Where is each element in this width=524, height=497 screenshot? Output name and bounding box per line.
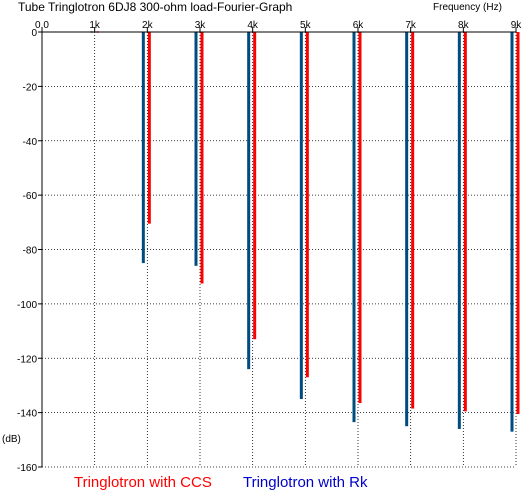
x-tick-label: 6k (353, 20, 365, 31)
bar-ccs (358, 32, 362, 404)
x-axis-label: Frequency (Hz) (433, 2, 502, 13)
y-tick-labels: 0 -20 -40 -60 -80 -100 -120 -140 -160 (17, 28, 37, 474)
chart-title: Tube Tringlotron 6DJ8 300-ohm load-Fouri… (18, 0, 293, 14)
y-tick-label: -160 (17, 463, 37, 474)
x-tick-label: 2k (142, 20, 154, 31)
bar-rk (141, 32, 145, 264)
x-tick-label: 5k (300, 20, 312, 31)
bar-ccs (463, 32, 467, 412)
x-tick-label: 4k (247, 20, 259, 31)
y-tick-label: -140 (17, 409, 37, 420)
y-tick-label: -80 (23, 246, 38, 257)
bar-rk (352, 32, 356, 423)
bar-rk (247, 32, 251, 370)
x-tick-labels: 0.0 1k 2k 3k 4k 5k 6k 7k 8k 9k (35, 20, 522, 31)
grid-lines (41, 31, 517, 468)
y-tick-label: -60 (23, 191, 38, 202)
x-tick-label: 8k (458, 20, 470, 31)
bars-group (90, 31, 520, 432)
y-tick-label: -20 (23, 82, 38, 93)
bar-rk (510, 32, 514, 432)
bar-rk (194, 32, 198, 266)
bar-ccs (411, 32, 415, 409)
x-tick-label: 9k (511, 20, 523, 31)
bar-rk (457, 32, 461, 429)
bar-ccs (200, 32, 204, 284)
y-axis-label: (dB) (2, 434, 21, 445)
bar-ccs (253, 32, 257, 340)
y-tick-label: -120 (17, 354, 37, 365)
x-tick-label: 0.0 (35, 20, 49, 31)
legend-rk: Tringlotron with Rk (243, 474, 368, 491)
plot-frame (38, 27, 517, 468)
bar-rk (405, 32, 409, 427)
y-tick-label: -40 (23, 137, 38, 148)
y-tick-label: -100 (17, 300, 37, 311)
x-tick-label: 1k (89, 20, 101, 31)
x-tick-label: 7k (405, 20, 417, 31)
legend-ccs: Tringlotron with CCS (74, 474, 212, 491)
bar-ccs (305, 32, 309, 378)
bar-rk (299, 32, 303, 400)
bar-ccs (147, 32, 151, 224)
y-tick-label: 0 (31, 28, 37, 39)
bar-ccs (516, 32, 520, 414)
x-tick-label: 3k (195, 20, 207, 31)
